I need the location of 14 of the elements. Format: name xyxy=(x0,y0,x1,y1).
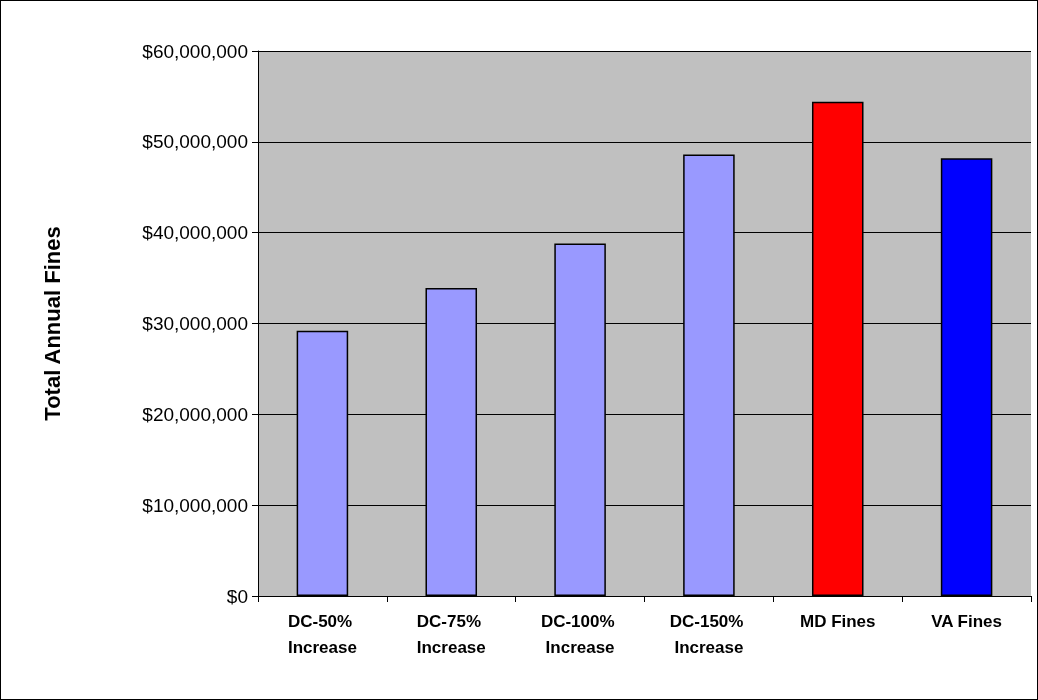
x-tick-label: VA Fines xyxy=(931,611,1003,631)
y-tick-label: $10,000,000 xyxy=(142,494,248,516)
x-tick-label: DC-50% Increase xyxy=(287,611,357,657)
y-axis-title: Total Annual Fines xyxy=(39,226,65,421)
x-tick-label: DC-75% Increase xyxy=(416,611,486,657)
y-tick-label: $20,000,000 xyxy=(142,403,248,425)
y-tick-label: $40,000,000 xyxy=(142,222,248,244)
y-tick-label: $50,000,000 xyxy=(142,131,248,153)
x-tick-label: DC-150% Increase xyxy=(669,611,749,657)
y-tick-label: $60,000,000 xyxy=(142,40,248,62)
x-tick-label: DC-100% Increase xyxy=(540,611,620,657)
x-tick-label: MD Fines xyxy=(799,611,876,631)
y-tick-label: $0 xyxy=(226,585,248,607)
y-tick-label: $30,000,000 xyxy=(142,313,248,334)
